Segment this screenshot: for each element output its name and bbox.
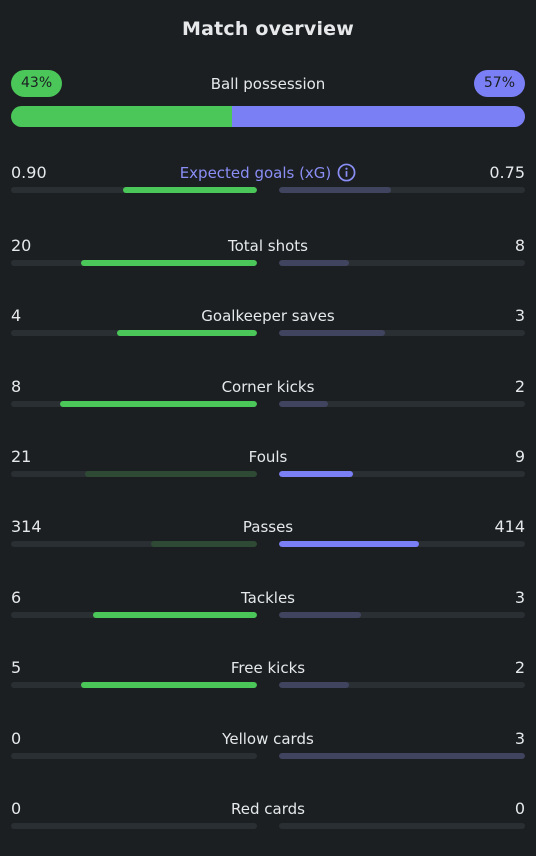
home-value: 0 — [11, 799, 22, 818]
home-bar-track — [11, 823, 257, 829]
home-bar-fill — [92, 612, 257, 618]
away-bar-track — [279, 541, 525, 547]
away-bar-track — [279, 612, 525, 618]
away-bar-fill — [279, 330, 385, 336]
info-icon[interactable] — [337, 163, 356, 182]
away-bar-track — [279, 682, 525, 688]
stat-row: 4 Goalkeeper saves 3 — [11, 305, 525, 355]
away-bar-fill — [279, 401, 329, 407]
stat-row: 314 Passes 414 — [11, 516, 525, 566]
home-bar-track — [11, 541, 257, 547]
away-possession-badge: 57% — [473, 70, 525, 97]
stat-row: 0.90 Expected goals (xG) 0.75 — [11, 162, 525, 212]
possession-bar — [11, 106, 525, 127]
stat-label: Fouls — [11, 446, 525, 468]
stat-row: 0 Red cards 0 — [11, 798, 525, 848]
home-bar-track — [11, 682, 257, 688]
stat-label-text: Passes — [242, 518, 294, 536]
possession-bar-away — [232, 106, 525, 127]
away-bar-track — [279, 260, 525, 266]
away-bar-track — [279, 753, 525, 759]
stat-row: 20 Total shots 8 — [11, 235, 525, 285]
away-bar-fill — [279, 187, 391, 193]
home-value: 0 — [11, 729, 22, 748]
stat-label: Free kicks — [11, 657, 525, 679]
stat-row: 21 Fouls 9 — [11, 446, 525, 496]
stat-label-text: Total shots — [228, 237, 308, 255]
away-value: 2 — [514, 377, 525, 396]
away-value: 3 — [514, 306, 525, 325]
away-value: 3 — [514, 729, 525, 748]
home-bar-track — [11, 612, 257, 618]
stat-label-text: Goalkeeper saves — [201, 307, 335, 325]
stat-row: 5 Free kicks 2 — [11, 657, 525, 707]
away-value: 8 — [514, 236, 525, 255]
stat-label-text: Tackles — [240, 589, 296, 607]
stat-row: 8 Corner kicks 2 — [11, 376, 525, 426]
away-value: 0.75 — [489, 163, 525, 182]
away-value: 0 — [514, 799, 525, 818]
home-value: 5 — [11, 658, 22, 677]
stat-label: Corner kicks — [11, 376, 525, 398]
home-bar-track — [11, 401, 257, 407]
stat-label[interactable]: Expected goals (xG) — [11, 162, 525, 184]
home-bar-track — [11, 330, 257, 336]
stat-label: Yellow cards — [11, 728, 525, 750]
away-bar-track — [279, 401, 525, 407]
away-value: 3 — [514, 588, 525, 607]
possession-header: 43% Ball possession 57% — [11, 70, 525, 98]
home-bar-fill — [81, 260, 257, 266]
stat-label: Goalkeeper saves — [11, 305, 525, 327]
home-value: 0.90 — [11, 163, 47, 182]
panel-title: Match overview — [181, 18, 355, 40]
home-possession-badge: 43% — [11, 70, 63, 97]
away-bar-fill — [279, 471, 353, 477]
home-bar-track — [11, 471, 257, 477]
home-value: 21 — [11, 447, 32, 466]
home-bar-fill — [81, 682, 257, 688]
home-bar-fill — [60, 401, 257, 407]
away-bar-fill — [279, 612, 361, 618]
away-bar-fill — [279, 753, 525, 759]
home-bar-track — [11, 260, 257, 266]
stat-label: Total shots — [11, 235, 525, 257]
away-bar-fill — [279, 541, 419, 547]
home-bar-track — [11, 753, 257, 759]
home-bar-fill — [116, 330, 257, 336]
home-value: 314 — [11, 517, 42, 536]
home-bar-fill — [150, 541, 257, 547]
away-bar-track — [279, 823, 525, 829]
stat-label-text: Fouls — [248, 448, 288, 466]
stat-label: Tackles — [11, 587, 525, 609]
away-bar-track — [279, 471, 525, 477]
stat-row: 6 Tackles 3 — [11, 587, 525, 637]
possession-bar-home — [11, 106, 233, 127]
away-value: 414 — [494, 517, 525, 536]
away-bar-fill — [279, 260, 350, 266]
away-bar-track — [279, 187, 525, 193]
home-bar-fill — [84, 471, 257, 477]
stat-label-text: Yellow cards — [222, 730, 314, 748]
stat-label: Passes — [11, 516, 525, 538]
home-value: 4 — [11, 306, 22, 325]
home-value: 8 — [11, 377, 22, 396]
home-value: 6 — [11, 588, 22, 607]
home-bar-fill — [122, 187, 257, 193]
stat-label-text: Corner kicks — [221, 378, 315, 396]
away-bar-fill — [279, 682, 350, 688]
stat-label-text: Expected goals (xG) — [179, 164, 332, 182]
stat-label: Red cards — [11, 798, 525, 820]
away-bar-track — [279, 330, 525, 336]
home-bar-track — [11, 187, 257, 193]
possession-label: Ball possession — [210, 75, 326, 93]
stat-label-text: Red cards — [231, 800, 305, 818]
home-value: 20 — [11, 236, 32, 255]
away-value: 9 — [514, 447, 525, 466]
away-value: 2 — [514, 658, 525, 677]
stat-row: 0 Yellow cards 3 — [11, 728, 525, 778]
stat-label-text: Free kicks — [230, 659, 306, 677]
